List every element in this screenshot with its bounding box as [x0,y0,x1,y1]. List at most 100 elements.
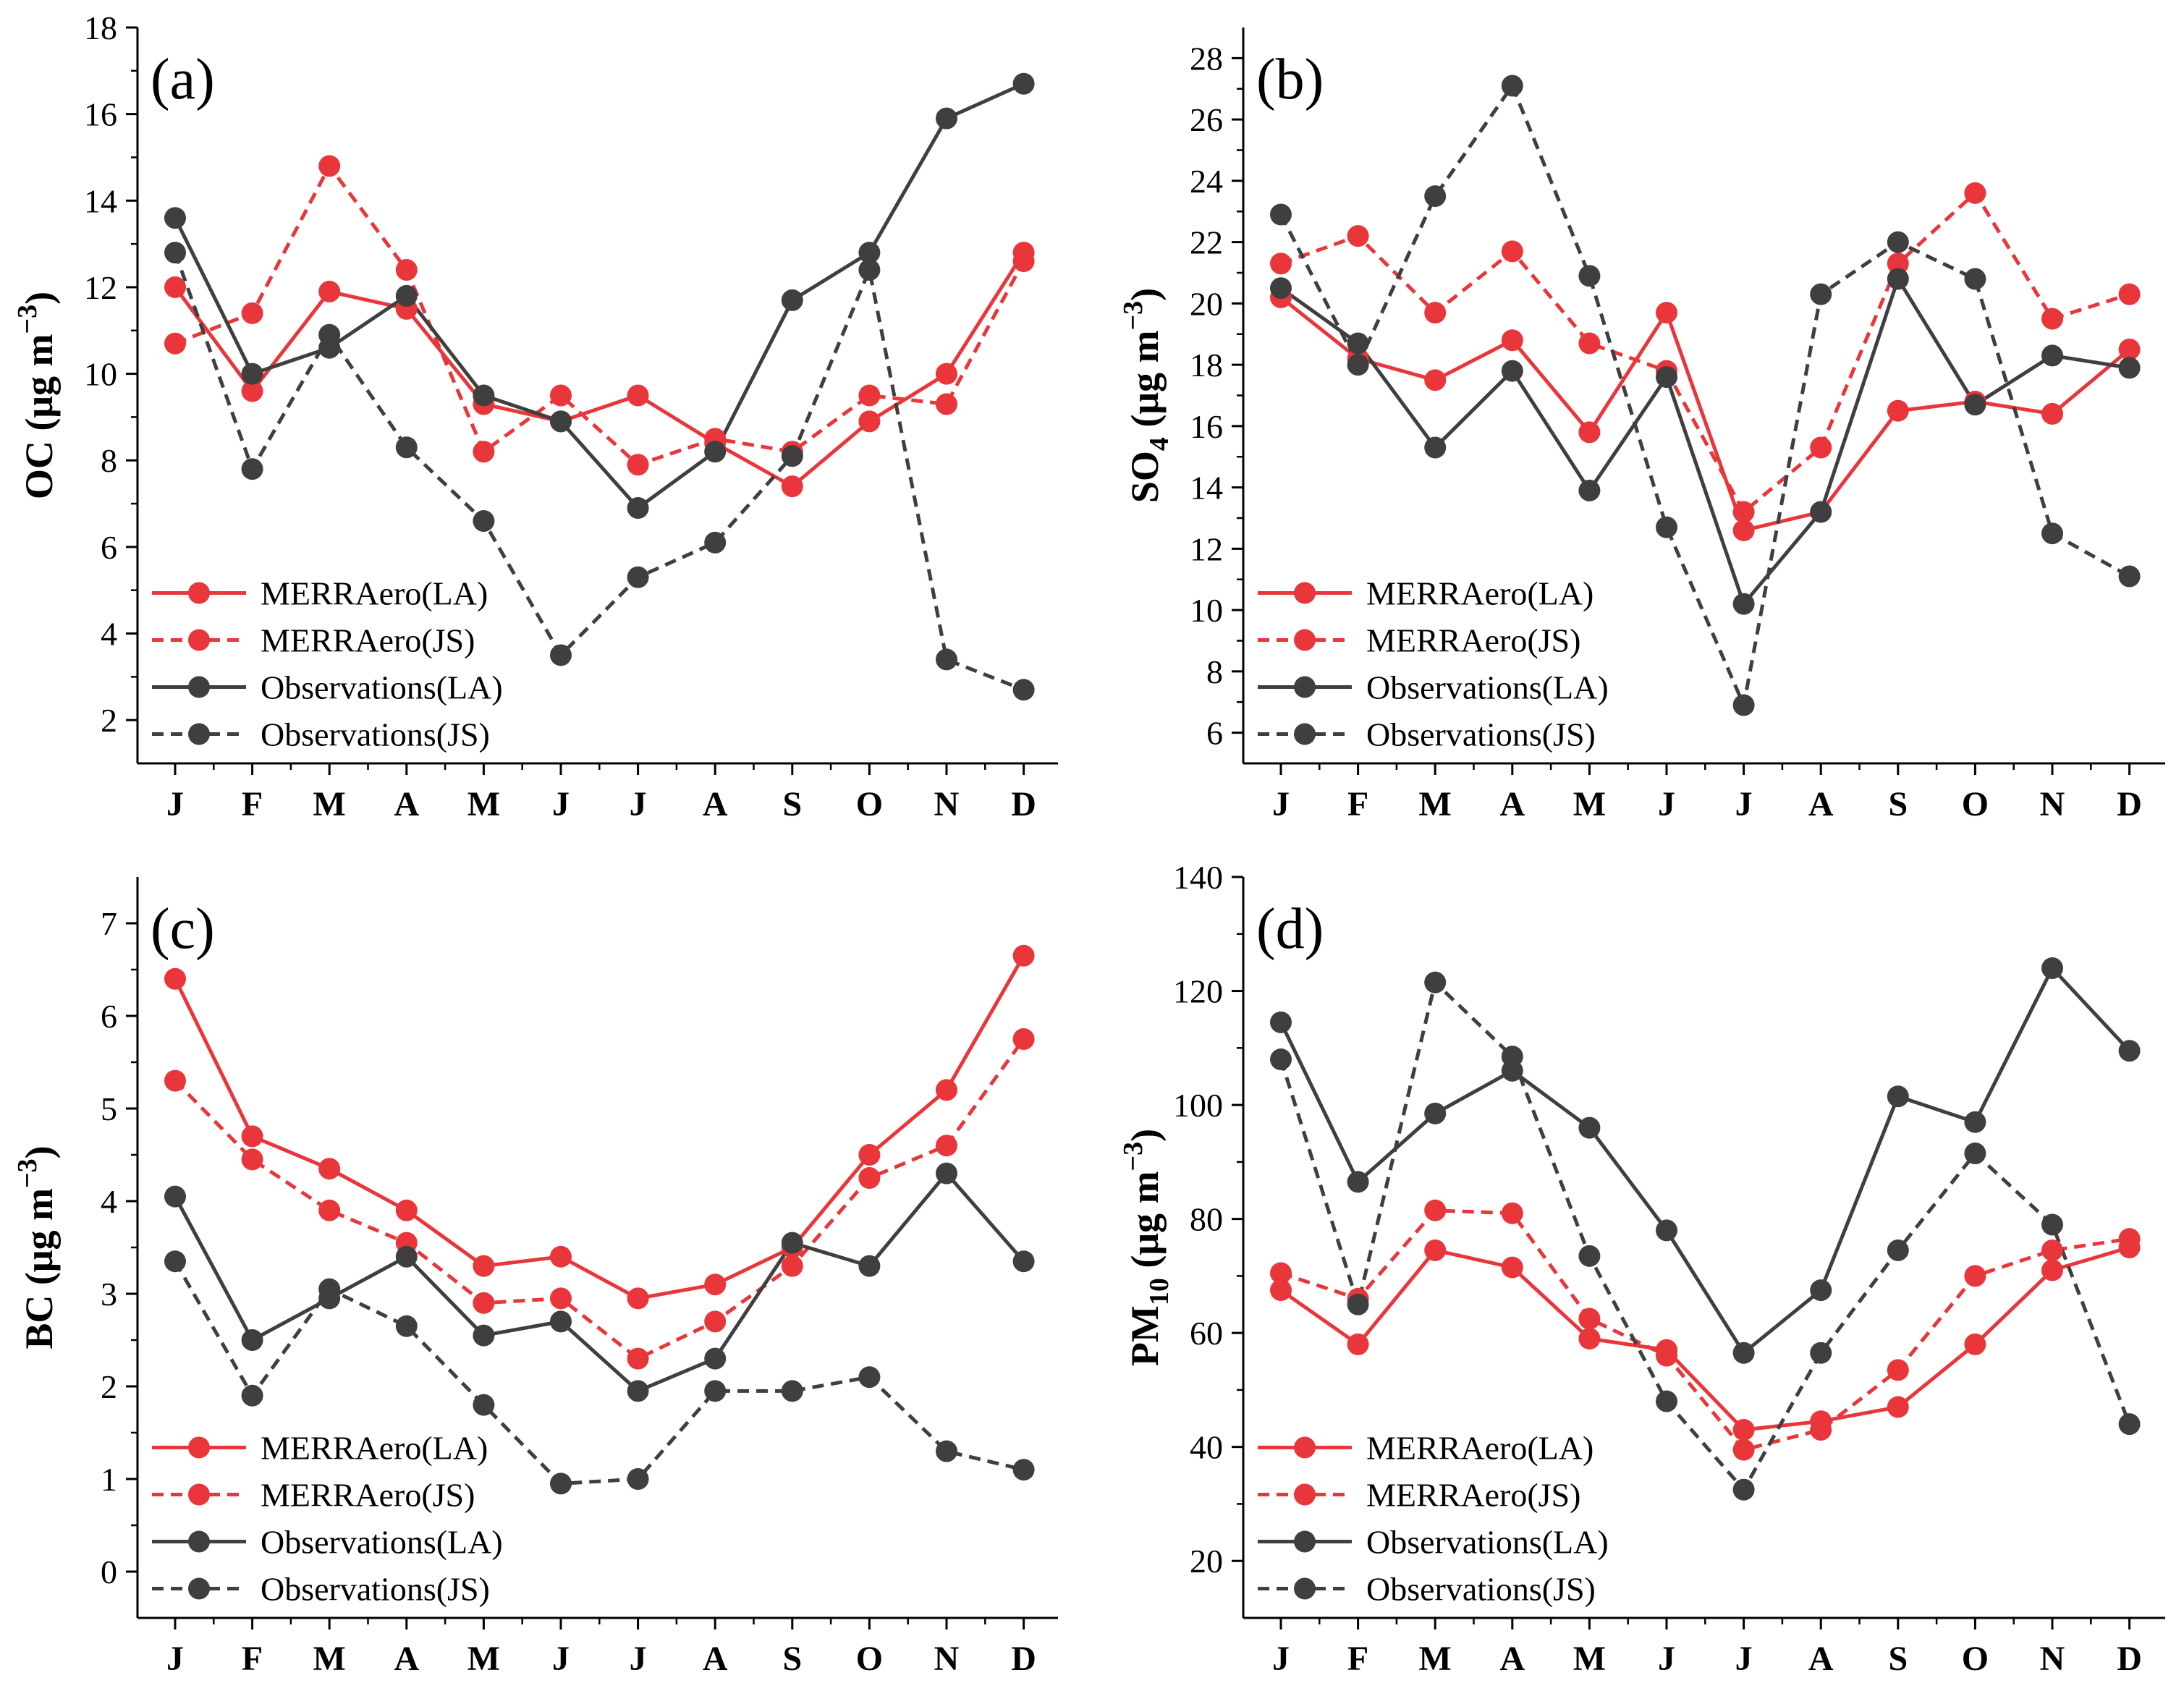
legend-marker [188,1577,210,1600]
series-line-3 [173,1260,1025,1486]
legend-marker [188,582,210,604]
data-point [1578,1245,1601,1267]
x-tick-label: F [1347,785,1368,823]
data-point [627,1347,649,1370]
panel-c: 0 1 2 3 4 5 6 7 J F M A M J J A S O N D BC (μg m−3) (c) MERRAe… [12,877,1058,1678]
legend-label: Observations(LA) [261,669,503,706]
x-tick-label: J [1658,1640,1675,1678]
y-tick-label: 6 [101,529,117,566]
y-axis-title: PM10 (μg m−3) [1118,1129,1174,1366]
data-point [395,1315,418,1337]
data-point [395,436,418,459]
data-point [1347,225,1369,247]
data-point [318,155,341,177]
x-tick-label: J [630,1640,647,1678]
data-point [858,1366,881,1389]
legend-marker [1294,1530,1316,1553]
data-point [164,967,186,990]
data-point [395,1199,418,1221]
y-axis-title-sup: −3 [12,1158,43,1188]
data-point [2118,283,2141,305]
y-tick-label: 22 [1190,224,1223,261]
y-tick-label: 6 [101,998,117,1035]
data-point [2041,344,2063,367]
data-point [1270,1279,1292,1302]
data-point [1656,1219,1677,1242]
data-point [550,384,572,407]
y-tick-label: 2 [101,1368,117,1405]
y-tick-label: 8 [101,442,117,479]
y-tick-label: 10 [84,356,117,393]
data-point [1012,1459,1035,1481]
data-point [241,380,263,402]
y-tick-label: 100 [1173,1087,1223,1124]
data-point [1964,182,1986,204]
x-tick-label: S [782,1640,802,1678]
data-point [1270,1262,1292,1284]
data-point [1012,72,1035,95]
data-point [473,1324,495,1347]
x-tick-label: J [1272,785,1290,823]
x-tick-label: J [1735,785,1753,823]
legend-label: Observations(JS) [1366,1571,1596,1608]
y-tick-label: 7 [101,905,117,942]
series-line-3 [1279,980,2131,1492]
x-tick-label: D [2117,785,2142,823]
y-tick-label: 14 [1190,470,1223,507]
data-point [164,1069,186,1092]
data-point [1578,332,1601,355]
data-point [704,1310,727,1333]
data-point [1347,354,1369,376]
y-tick-label: 24 [1190,163,1223,200]
data-point [1732,519,1755,541]
panel-label: (a) [151,48,215,111]
data-point [1424,1239,1447,1261]
x-tick-label: N [934,785,960,823]
data-point [1810,1279,1832,1302]
x-tick-label: A [394,1640,419,1678]
y-tick-label: 4 [101,616,117,653]
data-point [2041,522,2063,545]
data-point [1810,1342,1832,1364]
data-point [2041,402,2063,425]
series-line-1 [1280,191,2130,514]
data-point [858,1255,881,1277]
data-point [1964,394,1986,416]
data-point [858,259,881,281]
series-line-1 [1280,1208,2130,1452]
y-axis-title-close: ) [17,292,61,305]
data-point [2041,957,2063,980]
data-point [936,393,957,415]
data-point [627,454,649,476]
legend-label: MERRAero(JS) [1366,622,1580,659]
data-point [318,280,341,302]
y-tick-label: 14 [84,182,117,219]
data-point [858,1144,881,1166]
legend-marker [1294,1483,1316,1506]
data-point [473,384,495,407]
legend-marker [1294,1436,1316,1459]
y-tick-label: 0 [101,1554,117,1590]
data-point [627,1468,649,1490]
y-tick-label: 20 [1190,1543,1223,1580]
data-point [1964,1111,1986,1133]
data-point [1270,1048,1292,1071]
data-point [473,509,495,532]
data-point [1012,250,1035,273]
data-point [1012,944,1035,967]
data-point [1012,1250,1035,1273]
data-point [1656,516,1677,538]
data-point [241,302,263,324]
data-point [1810,283,1832,305]
data-point [627,384,649,407]
data-point [627,1380,649,1402]
x-tick-label: A [394,785,419,823]
data-point [318,323,341,346]
y-axis-title-sup: −3 [1118,301,1148,331]
data-point [550,1310,572,1333]
data-point [550,1287,572,1310]
series-line-2 [1279,276,2130,606]
legend-label: Observations(LA) [1366,669,1609,706]
data-point [1656,366,1677,389]
